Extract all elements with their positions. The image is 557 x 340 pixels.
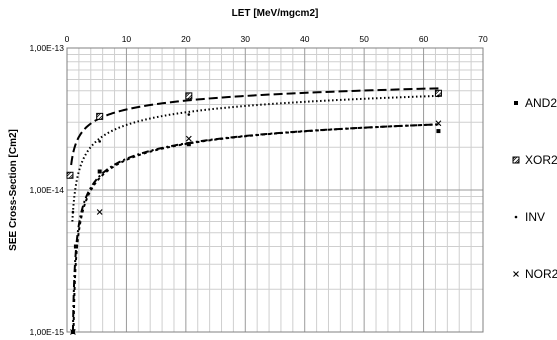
data-point-nor2 [185,135,192,142]
data-point-xor2-hatch [185,92,193,100]
plot-area-frame [66,47,484,333]
y-tick-label: 1,00E-13 [30,43,65,53]
data-point-xor2-box [66,171,74,179]
x-tick-label: 70 [478,34,488,44]
data-point-and2 [73,244,78,249]
legend-marker-xor2-box [512,156,520,164]
x-tick-label: 30 [241,34,251,44]
data-point-and2 [97,169,102,174]
legend-marker-inv [514,215,518,219]
data-point-xor2 [185,92,193,100]
x-tick-label: 20 [181,34,191,44]
data-point-inv [187,113,191,116]
trendline-nor2 [72,123,439,333]
legend-marker-xor2-hatch [512,156,520,164]
data-point-xor2-hatch [66,171,74,179]
x-tick-label: 60 [419,34,429,44]
data-point-xor2-box [96,112,104,120]
legend-label-and2: AND2 [525,96,557,110]
data-point-xor2-hatch [435,89,442,97]
data-point-nor2 [435,120,442,127]
data-point-nor2 [70,329,76,335]
data-point-nor2 [96,209,103,215]
legend-label-inv: INV [525,210,545,224]
data-point-xor2-hatch [96,113,103,120]
x-tick-labels: 0 10 20 30 40 50 60 70 [65,34,488,44]
data-point-and2 [436,129,441,134]
trendline-and2 [71,123,439,333]
data-point-xor2-box [185,92,193,100]
data-point-and2 [186,142,191,147]
data-points [66,89,442,335]
trendline-xor2 [70,87,439,166]
legend-marker-nor2 [513,271,519,277]
data-point-inv [71,210,75,214]
trendline-inv [71,94,439,222]
y-tick-labels: 1,00E-15 1,00E-14 1,00E-13 [30,43,65,337]
x-tick-label: 10 [122,34,132,44]
trendlines [70,87,439,333]
data-point-xor2 [66,171,74,179]
legend: AND2 XOR2 INV NOR2 [512,96,557,281]
y-axis-title: SEE Cross-Section [Cm2] [8,129,19,251]
y-tick-label: 1,00E-15 [30,327,65,337]
legend-label-nor2: NOR2 [525,267,557,281]
legend-marker-and2 [514,101,518,105]
x-tick-label: 0 [65,34,70,44]
y-tick-label: 1,00E-14 [30,185,65,195]
data-point-inv [437,94,440,98]
x-tick-label: 40 [300,34,310,44]
x-tick-label: 50 [359,34,369,44]
legend-marker-xor2 [512,156,520,164]
data-point-inv [98,140,101,143]
data-point-xor2 [96,112,104,120]
legend-label-xor2: XOR2 [525,153,557,167]
x-axis-title: LET [MeV/mgcm2] [232,8,319,19]
